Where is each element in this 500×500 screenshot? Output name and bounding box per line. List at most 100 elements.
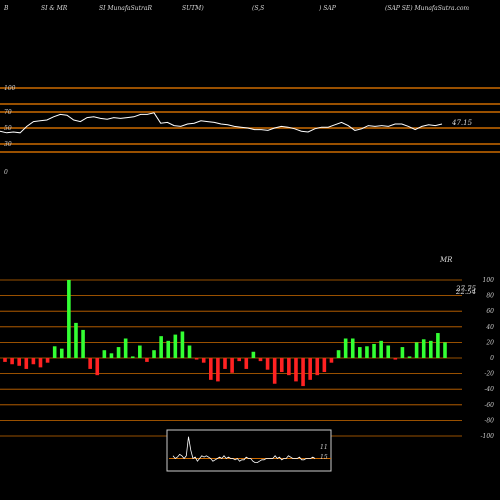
mrsi-bar bbox=[287, 358, 291, 376]
mini-series-line bbox=[172, 436, 316, 464]
mrsi-bar bbox=[372, 343, 376, 358]
mini-tick-15: 15 bbox=[320, 454, 328, 461]
mrsi-bar bbox=[322, 358, 327, 373]
mrsi-overlap-label: 27.75 bbox=[455, 285, 477, 293]
mrsi-bar bbox=[88, 358, 92, 369]
header-cell-2: SI & MR bbox=[41, 5, 68, 12]
mrsi-bar bbox=[265, 358, 270, 370]
mrsi-bar bbox=[180, 331, 185, 358]
mrsi-bar bbox=[315, 358, 320, 376]
mrsi-bar bbox=[301, 358, 305, 387]
mrsi-bar bbox=[187, 345, 192, 358]
mrsi-bar bbox=[393, 358, 398, 360]
mrsi-bar bbox=[230, 358, 234, 373]
mrsi-bar bbox=[294, 358, 298, 382]
mrsi-bar bbox=[166, 340, 171, 358]
mrsi-last-value-label: 22.54 bbox=[455, 288, 476, 296]
mrsi-bar bbox=[436, 333, 440, 358]
rsi-tick-50: 50 bbox=[4, 125, 12, 132]
mrsi-bar bbox=[67, 280, 71, 358]
header-cell-1: B bbox=[3, 5, 9, 12]
mrsi-bar bbox=[38, 358, 43, 368]
mrsi-tick--60: -60 bbox=[484, 402, 494, 409]
rsi-tick-0: 0 bbox=[4, 169, 8, 176]
mrsi-panel: MR 100 80 60 40 20 0 -20 -40 -60 -80 -100 27.75 22… bbox=[0, 256, 494, 440]
mrsi-tick--80: -80 bbox=[484, 417, 494, 424]
mrsi-bar bbox=[159, 336, 163, 358]
rsi-tick-labels: 0 30 50 70 100 bbox=[4, 85, 16, 176]
mrsi-bar bbox=[386, 345, 391, 358]
mini-tick-11: 11 bbox=[320, 444, 328, 451]
mrsi-bar bbox=[443, 342, 447, 358]
mrsi-bar bbox=[237, 358, 241, 362]
mrsi-tick-80: 80 bbox=[486, 293, 494, 300]
mrsi-bar bbox=[116, 347, 121, 358]
mrsi-bar bbox=[201, 358, 206, 363]
mrsi-bar bbox=[429, 340, 433, 358]
mrsi-bar bbox=[59, 348, 64, 358]
rsi-series-line bbox=[0, 112, 443, 134]
header-cell-7: (SAP SE) MunafaSutra.com bbox=[385, 5, 469, 12]
header-cell-6: ) SAP bbox=[318, 5, 337, 12]
mrsi-tick-0: 0 bbox=[490, 355, 494, 362]
mrsi-bar bbox=[209, 358, 213, 380]
mrsi-bar bbox=[130, 356, 135, 358]
mrsi-bar bbox=[308, 358, 312, 380]
header-cell-4: SUTM) bbox=[182, 5, 204, 12]
mrsi-tick--20: -20 bbox=[484, 371, 494, 378]
mrsi-bar bbox=[145, 358, 149, 362]
rsi-tick-70: 70 bbox=[4, 109, 12, 116]
mrsi-tick--40: -40 bbox=[484, 386, 494, 393]
mrsi-bar bbox=[216, 358, 220, 382]
mrsi-bar bbox=[407, 356, 412, 358]
mrsi-bar bbox=[223, 358, 227, 369]
mrsi-bar bbox=[421, 339, 426, 358]
mini-chart-frame bbox=[166, 429, 332, 472]
mrsi-bars bbox=[3, 280, 447, 387]
mrsi-bar bbox=[414, 342, 419, 358]
mrsi-bar bbox=[350, 338, 355, 358]
mrsi-tick-40: 40 bbox=[485, 324, 494, 331]
mrsi-tick-60: 60 bbox=[486, 308, 494, 315]
mrsi-bar bbox=[194, 358, 199, 360]
mrsi-bar bbox=[152, 350, 156, 358]
mrsi-bar bbox=[45, 358, 50, 363]
mrsi-bar bbox=[31, 358, 36, 365]
rsi-tick-100: 100 bbox=[4, 85, 16, 92]
mrsi-tick--100: -100 bbox=[481, 433, 495, 440]
header-cell-3: SI MunafaSutraR bbox=[99, 5, 152, 12]
header-cell-5: (S,S bbox=[252, 5, 264, 12]
mrsi-tick-20: 20 bbox=[485, 339, 494, 346]
mrsi-bar bbox=[10, 358, 14, 365]
mrsi-bar bbox=[258, 358, 263, 362]
mrsi-bar bbox=[279, 358, 284, 373]
mrsi-bar bbox=[272, 358, 277, 384]
mrsi-bar bbox=[74, 322, 78, 358]
chart-header: B SI & MR SI MunafaSutraR SUTM) (S,S ) S… bbox=[3, 5, 469, 12]
mrsi-bar bbox=[102, 350, 107, 358]
mrsi-bar bbox=[109, 353, 114, 358]
rsi-level-lines bbox=[0, 87, 500, 153]
mrsi-bar bbox=[81, 329, 85, 358]
mrsi-bar bbox=[123, 338, 128, 358]
mrsi-bar bbox=[329, 358, 334, 363]
mrsi-bar bbox=[336, 350, 341, 358]
mrsi-bar bbox=[95, 358, 100, 376]
rsi-last-value-label: 47.15 bbox=[451, 119, 473, 127]
mrsi-bar bbox=[3, 358, 7, 362]
mrsi-bar bbox=[244, 358, 249, 369]
rsi-panel: 0 30 50 70 100 47.15 bbox=[0, 85, 500, 176]
mrsi-bar bbox=[379, 340, 383, 358]
mrsi-bar bbox=[251, 351, 256, 358]
mrsi-bar bbox=[173, 334, 178, 358]
rsi-tick-30: 30 bbox=[4, 141, 12, 148]
mrsi-bar bbox=[343, 338, 348, 358]
mrsi-bar bbox=[138, 345, 142, 358]
mrsi-bar bbox=[365, 346, 369, 358]
mrsi-tick-labels: 100 80 60 40 20 0 -20 -40 -60 -80 -100 bbox=[481, 277, 495, 440]
mrsi-bar bbox=[24, 358, 29, 369]
mrsi-bar bbox=[17, 358, 21, 366]
